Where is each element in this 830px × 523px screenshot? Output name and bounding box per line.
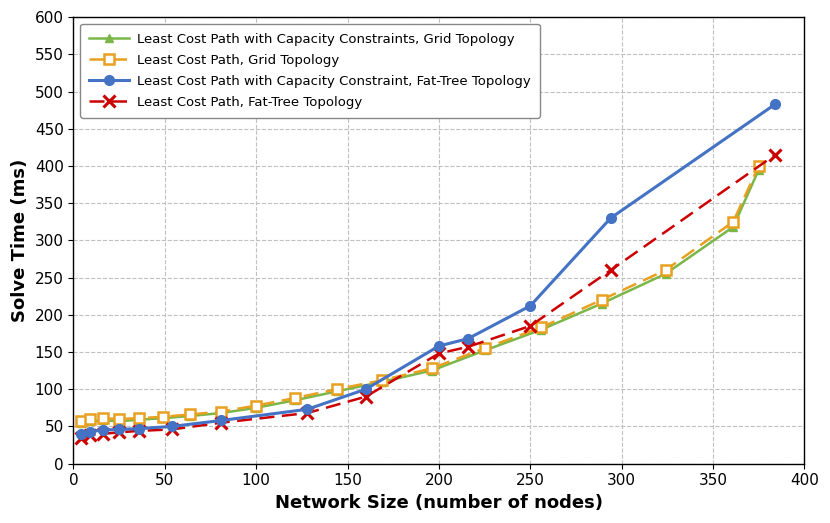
- Least Cost Path with Capacity Constraints, Grid Topology: [332, 388, 342, 394]
- Least Cost Path with Capacity Constraint, Fat-Tree Topology: [434, 343, 444, 349]
- Least Cost Path, Grid Topology: [251, 402, 261, 408]
- Least Cost Path, Grid Topology: [185, 412, 195, 418]
- Least Cost Path with Capacity Constraint, Fat-Tree Topology: [361, 386, 371, 392]
- Least Cost Path, Grid Topology: [290, 395, 300, 401]
- Least Cost Path, Fat-Tree Topology: [361, 393, 371, 400]
- Least Cost Path with Capacity Constraint, Fat-Tree Topology: [76, 431, 85, 437]
- Least Cost Path, Grid Topology: [76, 418, 85, 424]
- Least Cost Path, Fat-Tree Topology: [217, 419, 227, 426]
- Least Cost Path, Fat-Tree Topology: [76, 435, 85, 441]
- Least Cost Path, Grid Topology: [378, 377, 388, 383]
- Least Cost Path with Capacity Constraints, Grid Topology: [728, 224, 738, 230]
- Least Cost Path with Capacity Constraint, Fat-Tree Topology: [302, 406, 312, 413]
- Least Cost Path, Fat-Tree Topology: [463, 344, 473, 350]
- Least Cost Path, Grid Topology: [661, 267, 671, 273]
- Line: Least Cost Path with Capacity Constraints, Grid Topology: Least Cost Path with Capacity Constraint…: [76, 165, 763, 428]
- Least Cost Path with Capacity Constraint, Fat-Tree Topology: [134, 426, 144, 432]
- Least Cost Path, Fat-Tree Topology: [606, 267, 616, 273]
- Least Cost Path with Capacity Constraint, Fat-Tree Topology: [525, 303, 535, 309]
- Least Cost Path with Capacity Constraints, Grid Topology: [536, 326, 546, 333]
- Least Cost Path with Capacity Constraint, Fat-Tree Topology: [85, 428, 95, 435]
- Least Cost Path, Fat-Tree Topology: [85, 432, 95, 438]
- Least Cost Path, Grid Topology: [114, 416, 124, 422]
- Least Cost Path with Capacity Constraints, Grid Topology: [661, 271, 671, 277]
- Least Cost Path with Capacity Constraints, Grid Topology: [427, 368, 437, 374]
- Least Cost Path with Capacity Constraint, Fat-Tree Topology: [770, 101, 780, 107]
- Least Cost Path with Capacity Constraint, Fat-Tree Topology: [167, 423, 177, 429]
- Least Cost Path with Capacity Constraints, Grid Topology: [98, 417, 108, 424]
- Least Cost Path with Capacity Constraints, Grid Topology: [134, 416, 144, 423]
- Least Cost Path with Capacity Constraint, Fat-Tree Topology: [463, 335, 473, 342]
- Least Cost Path with Capacity Constraints, Grid Topology: [85, 418, 95, 424]
- Least Cost Path, Grid Topology: [597, 297, 607, 303]
- Least Cost Path, Fat-Tree Topology: [770, 152, 780, 158]
- Least Cost Path, Grid Topology: [536, 324, 546, 331]
- Least Cost Path with Capacity Constraints, Grid Topology: [290, 397, 300, 404]
- Least Cost Path with Capacity Constraints, Grid Topology: [114, 418, 124, 424]
- Least Cost Path, Fat-Tree Topology: [434, 350, 444, 357]
- Least Cost Path, Grid Topology: [754, 163, 764, 169]
- Least Cost Path, Fat-Tree Topology: [302, 410, 312, 416]
- Least Cost Path, Grid Topology: [158, 414, 168, 420]
- Legend: Least Cost Path with Capacity Constraints, Grid Topology, Least Cost Path, Grid : Least Cost Path with Capacity Constraint…: [80, 24, 540, 118]
- Least Cost Path, Grid Topology: [728, 219, 738, 225]
- Least Cost Path with Capacity Constraint, Fat-Tree Topology: [217, 417, 227, 424]
- Least Cost Path with Capacity Constraint, Fat-Tree Topology: [114, 426, 124, 433]
- Least Cost Path, Grid Topology: [85, 416, 95, 422]
- Least Cost Path, Grid Topology: [98, 415, 108, 422]
- Least Cost Path, Grid Topology: [332, 386, 342, 392]
- Least Cost Path with Capacity Constraint, Fat-Tree Topology: [98, 427, 108, 433]
- Least Cost Path, Fat-Tree Topology: [114, 429, 124, 436]
- Least Cost Path with Capacity Constraints, Grid Topology: [480, 347, 490, 354]
- Least Cost Path, Fat-Tree Topology: [525, 323, 535, 329]
- Least Cost Path, Fat-Tree Topology: [98, 431, 108, 437]
- Least Cost Path, Grid Topology: [217, 408, 227, 415]
- Least Cost Path with Capacity Constraints, Grid Topology: [754, 166, 764, 173]
- Line: Least Cost Path, Fat-Tree Topology: Least Cost Path, Fat-Tree Topology: [75, 149, 782, 444]
- Least Cost Path with Capacity Constraints, Grid Topology: [185, 413, 195, 419]
- Least Cost Path with Capacity Constraints, Grid Topology: [251, 405, 261, 411]
- Least Cost Path, Grid Topology: [427, 365, 437, 371]
- Least Cost Path with Capacity Constraints, Grid Topology: [158, 415, 168, 422]
- Y-axis label: Solve Time (ms): Solve Time (ms): [11, 159, 29, 322]
- Least Cost Path, Fat-Tree Topology: [167, 426, 177, 433]
- Least Cost Path with Capacity Constraint, Fat-Tree Topology: [606, 215, 616, 221]
- Least Cost Path with Capacity Constraints, Grid Topology: [378, 379, 388, 385]
- Least Cost Path with Capacity Constraints, Grid Topology: [217, 410, 227, 416]
- Least Cost Path, Grid Topology: [134, 415, 144, 422]
- Least Cost Path, Grid Topology: [480, 345, 490, 351]
- Least Cost Path with Capacity Constraints, Grid Topology: [597, 301, 607, 307]
- Line: Least Cost Path with Capacity Constraint, Fat-Tree Topology: Least Cost Path with Capacity Constraint…: [76, 99, 780, 439]
- Line: Least Cost Path, Grid Topology: Least Cost Path, Grid Topology: [76, 161, 764, 426]
- X-axis label: Network Size (number of nodes): Network Size (number of nodes): [275, 494, 603, 512]
- Least Cost Path with Capacity Constraints, Grid Topology: [76, 420, 85, 427]
- Least Cost Path, Fat-Tree Topology: [134, 428, 144, 434]
